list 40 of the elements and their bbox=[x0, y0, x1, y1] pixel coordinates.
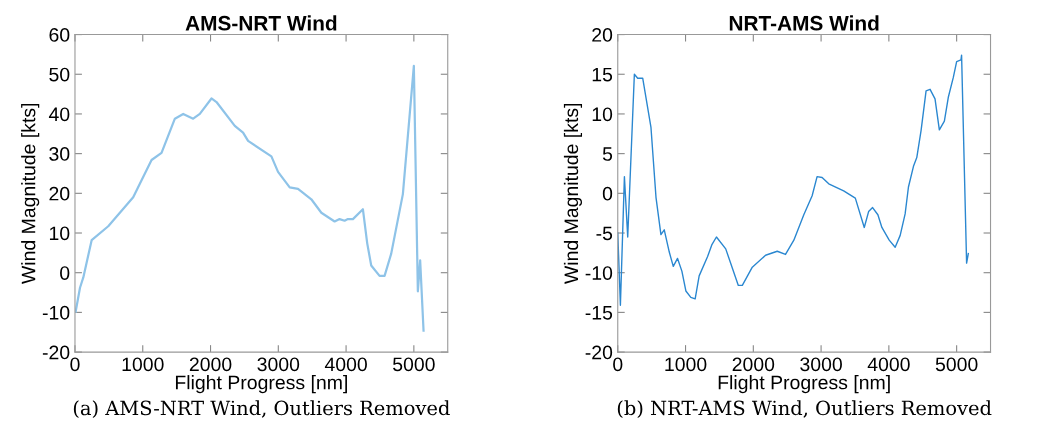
y-tick-label: 0 bbox=[60, 266, 70, 280]
y-axis-title: Wind Magnitude [kts] bbox=[21, 103, 40, 285]
x-tick-label: 2000 bbox=[732, 357, 775, 372]
text: (b) NRT-AMS Wind, Outliers Removed bbox=[617, 400, 992, 419]
y-tick-label: -20 bbox=[42, 345, 70, 360]
y-tick-label: -10 bbox=[585, 266, 613, 280]
x-tick-label: 5000 bbox=[935, 357, 978, 372]
y-tick-label: -5 bbox=[596, 226, 613, 241]
x-tick-label: 1000 bbox=[122, 357, 164, 372]
x-tick-label: 2000 bbox=[189, 357, 232, 372]
y-tick-label: 10 bbox=[592, 107, 613, 122]
y-tick-label: 60 bbox=[49, 28, 70, 42]
x-tick-label: 4000 bbox=[867, 357, 910, 372]
y-tick-label: 5 bbox=[602, 147, 613, 161]
x-axis-title: Flight Progress [nm] bbox=[175, 375, 347, 394]
y-tick-label: 20 bbox=[592, 28, 613, 42]
x-tick-label: 3000 bbox=[800, 357, 842, 372]
y-tick-label: 30 bbox=[49, 147, 70, 161]
x-tick-label: 3000 bbox=[257, 357, 300, 372]
y-tick-label: 20 bbox=[49, 186, 70, 201]
y-tick-label: 10 bbox=[49, 226, 70, 241]
y-tick-label: 40 bbox=[48, 107, 70, 122]
text: (a) AMS-NRT Wind, Outliers Removed bbox=[73, 400, 450, 419]
chart-title: NRT-AMS Wind bbox=[729, 15, 879, 31]
x-tick-label: 5000 bbox=[393, 357, 435, 372]
x-tick-label: 0 bbox=[613, 357, 623, 372]
y-axis-title: Wind Magnitude [kts] bbox=[563, 103, 583, 285]
line-series bbox=[74, 64, 425, 332]
x-tick-label: 0 bbox=[70, 357, 80, 372]
chart-title: AMS-NRT Wind bbox=[185, 15, 337, 31]
x-axis-title: Flight Progress [nm] bbox=[718, 375, 890, 394]
y-tick-label: -15 bbox=[585, 306, 613, 320]
y-tick-label: -10 bbox=[42, 305, 70, 320]
line-series bbox=[617, 54, 969, 306]
x-tick-label: 1000 bbox=[665, 357, 707, 372]
y-tick-label: 50 bbox=[49, 67, 70, 82]
x-tick-label: 4000 bbox=[324, 357, 367, 372]
y-tick-label: 0 bbox=[602, 186, 613, 201]
y-tick-label: -20 bbox=[585, 345, 613, 360]
y-tick-label: 15 bbox=[592, 67, 613, 82]
